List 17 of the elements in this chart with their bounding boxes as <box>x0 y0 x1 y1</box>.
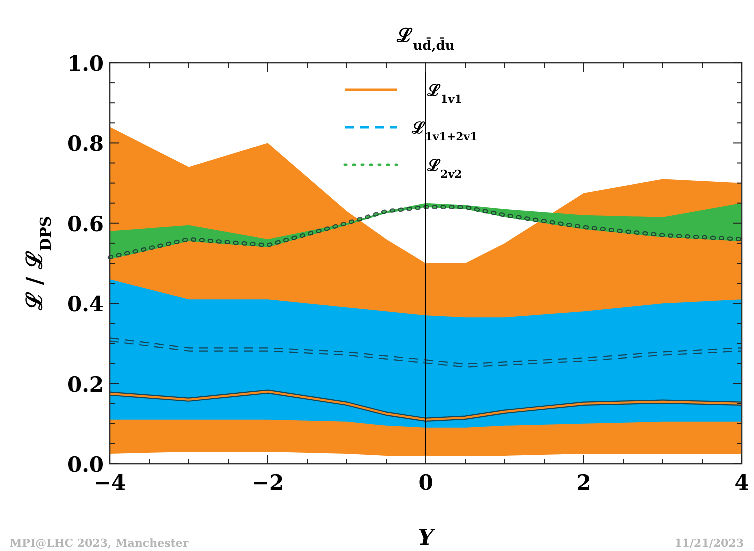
legend-label: ℒ$_{1v1+2v1}$ <box>411 118 478 143</box>
y-tick-label: 0.8 <box>67 131 104 156</box>
chart-title: ℒ$_{ud̄,d̄u}$ <box>396 25 455 54</box>
legend-label: ℒ$_{2v2}$ <box>426 156 462 180</box>
x-axis-title: Y <box>418 525 436 551</box>
text: MPI@LHC 2023, Manchester <box>10 537 189 550</box>
text: 11/21/2023 <box>674 537 744 550</box>
x-tick-label: 2 <box>576 470 592 495</box>
x-tick-label: 0 <box>418 470 434 495</box>
y-tick-label: 0.4 <box>67 292 104 317</box>
x-tick-label: −2 <box>252 470 284 495</box>
y-tick-label: 0.6 <box>67 211 104 236</box>
x-tick-label: 4 <box>734 470 750 495</box>
y-tick-label: 0.2 <box>67 372 104 397</box>
y-tick-label: 0.0 <box>67 452 104 477</box>
y-tick-label: 1.0 <box>67 51 104 76</box>
legend-label: ℒ$_{1v1}$ <box>426 81 462 106</box>
